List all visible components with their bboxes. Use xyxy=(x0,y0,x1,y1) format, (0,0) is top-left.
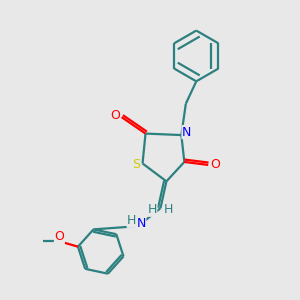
Text: O: O xyxy=(110,109,120,122)
Text: S: S xyxy=(132,158,140,171)
Text: H: H xyxy=(127,214,136,227)
Text: N: N xyxy=(182,126,191,139)
Text: O: O xyxy=(55,230,64,243)
Text: H: H xyxy=(147,203,157,216)
Text: H: H xyxy=(164,203,173,216)
Text: O: O xyxy=(210,158,220,171)
Text: N: N xyxy=(136,217,146,230)
